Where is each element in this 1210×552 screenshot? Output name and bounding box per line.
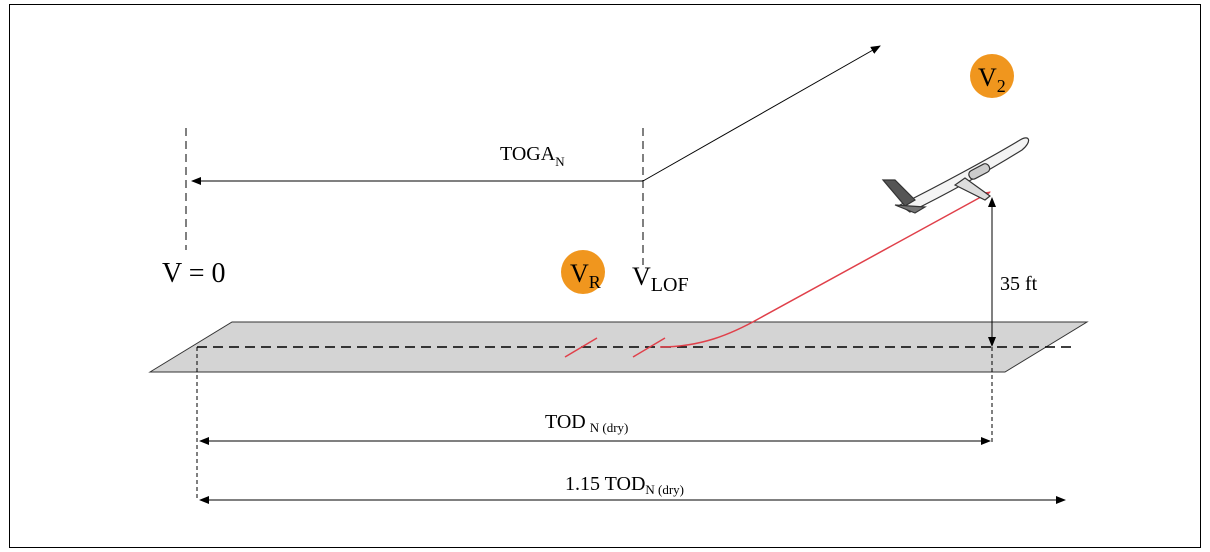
climb-arrow: [643, 46, 880, 181]
tod-factored-label: 1.15 TODN (dry): [565, 473, 684, 497]
airplane: [883, 138, 1029, 213]
vlof-label: VLOF: [632, 262, 689, 296]
toga-label: TOGAN: [500, 143, 565, 169]
diagram: TOGAN V = 0 VR VLOF V2 35 ft TODN (dry) …: [0, 0, 1210, 552]
height-label: 35 ft: [1000, 273, 1038, 295]
v-zero-label: V = 0: [162, 258, 226, 289]
